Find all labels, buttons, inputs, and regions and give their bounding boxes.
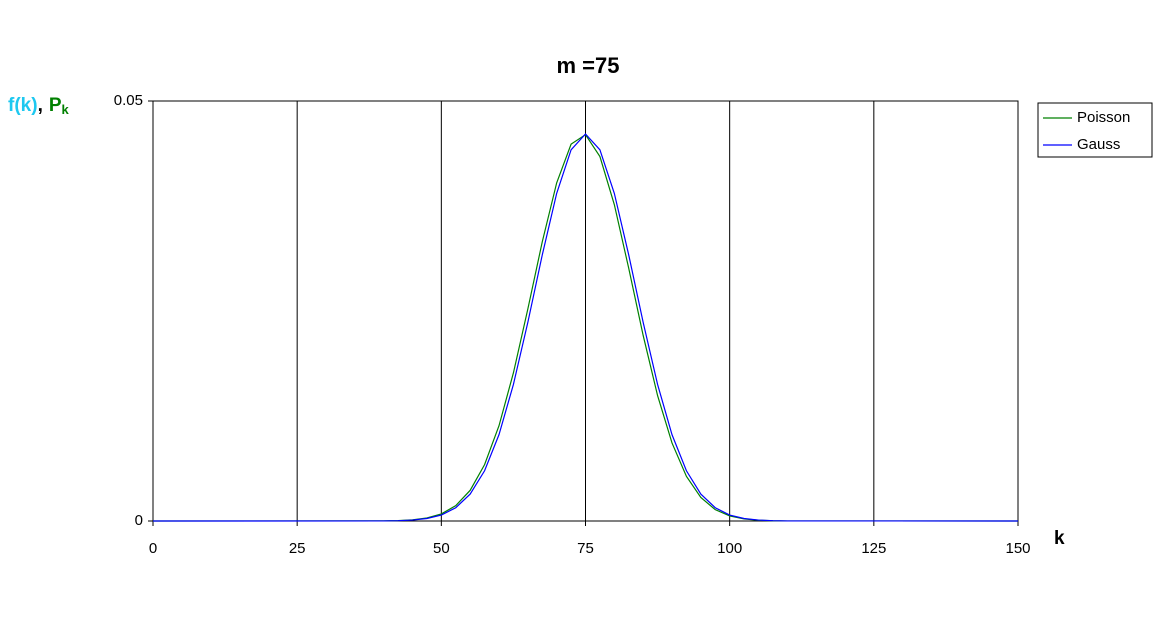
x-tick-label: 125 (861, 540, 886, 557)
x-tick-label: 0 (149, 540, 157, 557)
y-label-prob: P (49, 95, 62, 116)
x-axis-label: k (1054, 528, 1065, 549)
legend-label: Gauss (1077, 136, 1120, 153)
y-label-separator: , (38, 95, 43, 116)
x-tick-label: 75 (577, 540, 594, 557)
chart-title: m =75 (557, 53, 620, 78)
x-tick-label: 25 (289, 540, 306, 557)
y-tick-label: 0 (135, 512, 143, 529)
x-tick-label: 100 (717, 540, 742, 557)
y-label-func: f(k) (8, 95, 38, 116)
y-axis-label: f(k), Pk (8, 95, 70, 117)
legend (1037, 102, 1153, 158)
legend-label: Poisson (1077, 109, 1130, 126)
plot-frame (152, 100, 1019, 522)
series-line (152, 133, 1019, 522)
y-tick-label: 0.05 (114, 92, 143, 109)
x-tick-label: 150 (1005, 540, 1030, 557)
y-label-subscript: k (62, 102, 70, 117)
x-tick-label: 50 (433, 540, 450, 557)
